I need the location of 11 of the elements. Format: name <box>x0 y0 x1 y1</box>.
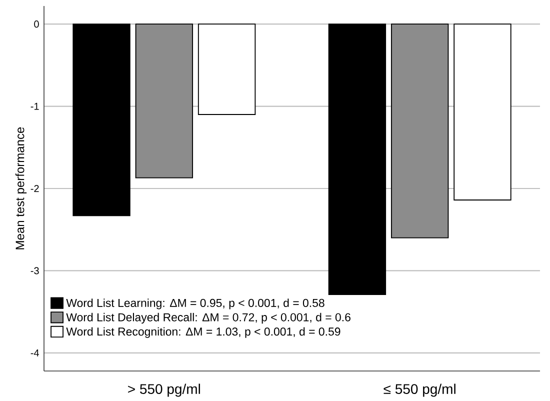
y-tick-label: -4 <box>30 349 39 356</box>
x-tick-label: ≤ 550 pg/ml <box>384 384 456 397</box>
y-tick-label: -2 <box>30 184 39 192</box>
y-tick-label: -3 <box>30 267 39 274</box>
x-tick-label: > 550 pg/ml <box>128 384 200 397</box>
legend-label: Word List Learning: ΔM = 0.95, p < 0.001, d = 0.58 <box>66 298 324 310</box>
y-axis-title: Mean test performance <box>15 127 27 250</box>
y-tick-label: 0 <box>34 20 39 28</box>
legend-label: Word List Delayed Recall: ΔM = 0.72, p < 0.001, d = 0.6 <box>66 312 350 324</box>
y-tick-label: -1 <box>30 102 39 110</box>
legend-label: Word List Recognition: ΔM = 1.03, p < 0.001, d = 0.59 <box>66 327 340 338</box>
